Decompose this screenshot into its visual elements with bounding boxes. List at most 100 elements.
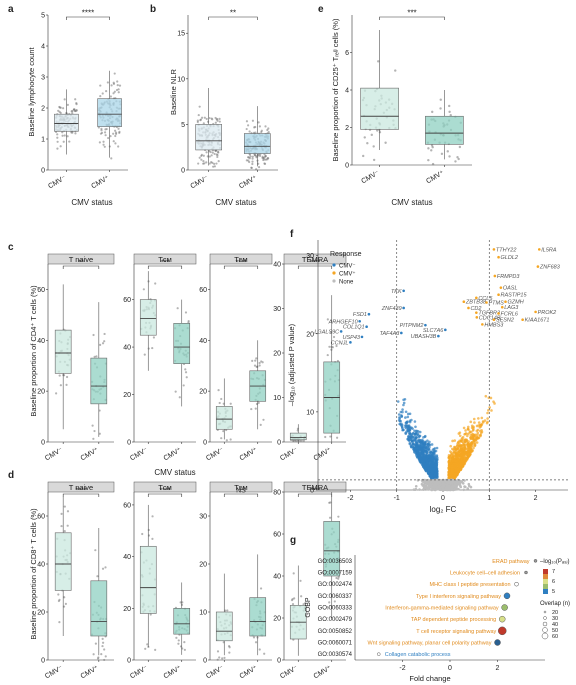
data-point xyxy=(449,114,452,117)
data-point xyxy=(447,481,450,485)
data-point xyxy=(151,537,154,540)
data-point xyxy=(97,656,100,659)
data-point xyxy=(467,306,470,310)
data-point xyxy=(218,117,221,121)
data-point xyxy=(224,609,227,612)
data-point xyxy=(92,333,95,337)
significance-bracket xyxy=(208,16,258,20)
data-point xyxy=(477,421,481,424)
data-point xyxy=(493,274,497,278)
y-tick-label: 20 xyxy=(123,392,131,399)
data-point xyxy=(103,658,106,662)
size-tick-label: 20 xyxy=(552,610,558,616)
go-dot xyxy=(494,639,501,646)
data-point xyxy=(218,120,221,123)
x-tick-label: CMV⁺ xyxy=(313,447,333,463)
data-point xyxy=(426,445,429,448)
data-point xyxy=(453,464,457,468)
data-point xyxy=(254,407,257,410)
y-tick-label: 4 xyxy=(41,44,45,51)
x-tick-label: 0 xyxy=(441,495,445,502)
data-point xyxy=(472,446,475,450)
data-point xyxy=(444,480,447,483)
data-point xyxy=(115,88,119,92)
data-point xyxy=(400,423,404,427)
data-point xyxy=(419,441,423,444)
data-point xyxy=(200,116,204,119)
gene-label: LGALS9C xyxy=(314,329,339,335)
y-tick-label: 60 xyxy=(199,287,207,294)
data-point xyxy=(104,566,107,569)
data-point xyxy=(463,485,466,488)
data-point xyxy=(74,98,77,101)
data-point xyxy=(93,429,96,433)
significance-label: ** xyxy=(230,9,236,18)
data-point xyxy=(480,430,484,434)
y-tick-label: 20 xyxy=(199,562,207,569)
data-point xyxy=(216,658,219,661)
y-tick-label: 15 xyxy=(177,31,185,38)
data-point xyxy=(333,600,336,603)
data-point xyxy=(100,652,103,656)
data-point xyxy=(103,332,106,336)
data-point xyxy=(337,515,340,518)
data-point xyxy=(300,439,303,442)
data-point xyxy=(424,323,427,327)
data-point xyxy=(423,434,427,438)
data-point xyxy=(427,458,431,462)
data-point xyxy=(416,438,420,442)
x-tick-label: CMV⁻ xyxy=(44,447,64,463)
data-point xyxy=(451,463,454,467)
data-point xyxy=(329,331,332,334)
facet-strip xyxy=(47,253,115,265)
data-point xyxy=(435,459,438,462)
significance-bracket xyxy=(223,493,259,497)
gene-label: GLDL2 xyxy=(501,255,518,261)
y-tick-label: 2 xyxy=(345,125,349,132)
data-point xyxy=(202,159,205,163)
data-point xyxy=(466,432,470,436)
y-tick-label: 0 xyxy=(203,440,207,447)
data-point xyxy=(200,154,203,158)
y-tick-label: 0 xyxy=(127,440,131,447)
data-point xyxy=(497,293,500,296)
gene-label: CCL5 xyxy=(478,296,493,302)
gene-label: UBASH3B xyxy=(411,334,437,340)
data-point xyxy=(418,455,422,459)
data-point xyxy=(448,459,452,462)
data-point xyxy=(257,401,260,404)
data-point xyxy=(499,286,503,289)
data-point xyxy=(63,134,66,137)
size-legend-marker xyxy=(542,621,548,627)
data-point xyxy=(328,601,331,604)
data-point xyxy=(402,398,405,402)
significance-label: **** xyxy=(310,260,321,267)
y-tick-label: 0 xyxy=(41,440,45,447)
data-point xyxy=(470,450,474,453)
y-tick-label: 40 xyxy=(123,345,131,352)
data-point xyxy=(420,447,423,450)
y-tick-label: 20 xyxy=(199,389,207,396)
data-point xyxy=(252,636,256,639)
data-point xyxy=(251,359,254,362)
data-point xyxy=(475,429,479,433)
significance-bracket xyxy=(147,265,183,269)
box xyxy=(249,597,267,637)
box xyxy=(215,611,233,642)
data-point xyxy=(75,103,78,106)
data-point xyxy=(72,108,75,111)
go-term-label: Interferon-gamma-mediated signaling path… xyxy=(385,606,499,612)
y-tick-label: 60 xyxy=(123,297,131,304)
data-point xyxy=(413,420,417,423)
data-point xyxy=(70,110,73,113)
data-point xyxy=(430,149,433,152)
legend-marker xyxy=(332,279,336,283)
box xyxy=(195,124,222,151)
data-point xyxy=(177,642,180,645)
data-point xyxy=(447,466,451,470)
data-point xyxy=(245,127,248,131)
significance-bracket xyxy=(66,16,110,20)
data-point xyxy=(262,418,265,421)
data-point xyxy=(98,141,101,144)
data-point xyxy=(326,318,329,321)
